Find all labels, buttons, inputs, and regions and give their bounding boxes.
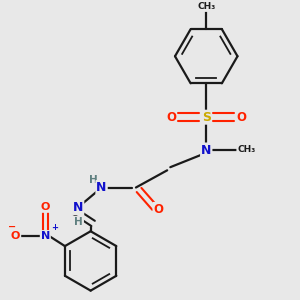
Text: +: + [51,223,58,232]
Text: S: S [202,111,211,124]
Text: O: O [166,111,176,124]
Text: N: N [96,181,107,194]
Text: CH₃: CH₃ [197,2,215,11]
Text: H: H [89,175,98,185]
Text: N: N [41,231,50,241]
Text: O: O [237,111,247,124]
Text: −: − [8,222,16,232]
Text: H: H [74,217,83,227]
Text: CH₃: CH₃ [237,146,255,154]
Text: N: N [73,201,83,214]
Text: O: O [40,202,50,212]
Text: O: O [11,231,20,241]
Text: N: N [201,143,211,157]
Text: O: O [153,203,164,216]
